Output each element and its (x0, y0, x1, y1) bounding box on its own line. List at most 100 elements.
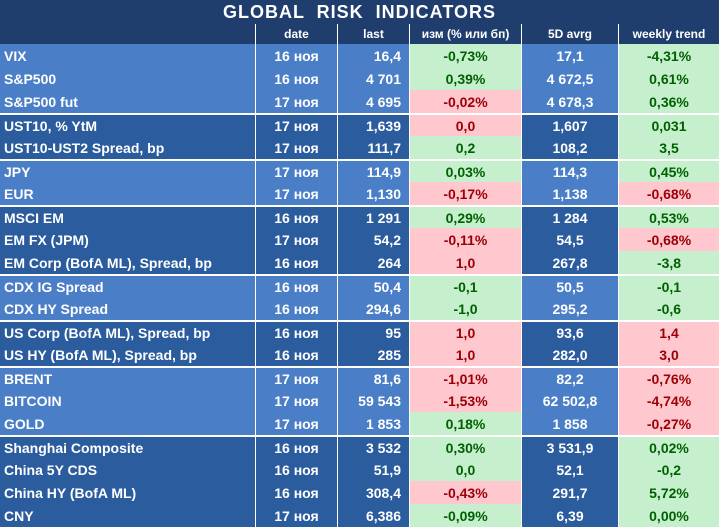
row-date: 16 ноя (256, 458, 338, 481)
row-name: MSCI EM (0, 207, 256, 228)
row-change: -0,43% (410, 481, 522, 504)
row-change: -0,73% (410, 44, 522, 67)
row-last: 111,7 (338, 136, 410, 159)
row-weekly-trend: -0,1 (619, 276, 719, 297)
row-last: 81,6 (338, 368, 410, 389)
row-date: 16 ноя (256, 322, 338, 343)
row-date: 17 ноя (256, 161, 338, 182)
row-weekly-trend: 3,0 (619, 343, 719, 366)
row-5d-avg: 62 502,8 (522, 389, 619, 412)
row-date: 17 ноя (256, 90, 338, 113)
row-change: 0,30% (410, 437, 522, 458)
row-last: 4 695 (338, 90, 410, 113)
header-last: last (338, 24, 410, 44)
row-5d-avg: 282,0 (522, 343, 619, 366)
row-5d-avg: 50,5 (522, 276, 619, 297)
row-date: 17 ноя (256, 412, 338, 435)
row-weekly-trend: 0,00% (619, 504, 719, 527)
row-change: -0,1 (410, 276, 522, 297)
row-last: 114,9 (338, 161, 410, 182)
table-row: S&P500 fut 17 ноя 4 695 -0,02% 4 678,3 0,36% (0, 90, 719, 113)
row-last: 16,4 (338, 44, 410, 67)
row-name: Shanghai Composite (0, 437, 256, 458)
row-change: 0,0 (410, 115, 522, 136)
row-name: S&P500 fut (0, 90, 256, 113)
row-weekly-trend: -0,68% (619, 182, 719, 205)
row-date: 16 ноя (256, 276, 338, 297)
row-weekly-trend: 0,36% (619, 90, 719, 113)
row-last: 1 291 (338, 207, 410, 228)
row-5d-avg: 3 531,9 (522, 437, 619, 458)
row-last: 308,4 (338, 481, 410, 504)
row-5d-avg: 1,607 (522, 115, 619, 136)
row-last: 294,6 (338, 297, 410, 320)
row-name: CDX HY Spread (0, 297, 256, 320)
row-change: 1,0 (410, 343, 522, 366)
table-row: US HY (BofA ML), Spread, bp 16 ноя 285 1,0 2… (0, 343, 719, 366)
row-5d-avg: 1 284 (522, 207, 619, 228)
row-last: 1 853 (338, 412, 410, 435)
row-last: 50,4 (338, 276, 410, 297)
row-last: 3 532 (338, 437, 410, 458)
row-change: -0,11% (410, 228, 522, 251)
header-change: изм (% или бп) (410, 24, 522, 44)
row-weekly-trend: -0,6 (619, 297, 719, 320)
row-date: 16 ноя (256, 343, 338, 366)
row-date: 16 ноя (256, 481, 338, 504)
row-last: 95 (338, 322, 410, 343)
table-row: CDX IG Spread 16 ноя 50,4 -0,1 50,5 -0,1 (0, 274, 719, 297)
table-row: VIX 16 ноя 16,4 -0,73% 17,1 -4,31% (0, 44, 719, 67)
row-5d-avg: 54,5 (522, 228, 619, 251)
row-name: China 5Y CDS (0, 458, 256, 481)
table-row: GOLD 17 ноя 1 853 0,18% 1 858 -0,27% (0, 412, 719, 435)
row-name: UST10, % YtM (0, 115, 256, 136)
row-name: UST10-UST2 Spread, bp (0, 136, 256, 159)
row-5d-avg: 52,1 (522, 458, 619, 481)
row-last: 4 701 (338, 67, 410, 90)
row-date: 16 ноя (256, 437, 338, 458)
row-weekly-trend: 5,72% (619, 481, 719, 504)
table-row: UST10, % YtM 17 ноя 1,639 0,0 1,607 0,031 (0, 113, 719, 136)
row-date: 16 ноя (256, 44, 338, 67)
row-5d-avg: 108,2 (522, 136, 619, 159)
row-change: 0,18% (410, 412, 522, 435)
row-5d-avg: 6,39 (522, 504, 619, 527)
row-5d-avg: 17,1 (522, 44, 619, 67)
row-name: BITCOIN (0, 389, 256, 412)
table-row: EM Corp (BofA ML), Spread, bp 16 ноя 264 1,… (0, 251, 719, 274)
row-name: VIX (0, 44, 256, 67)
row-last: 54,2 (338, 228, 410, 251)
row-change: 0,03% (410, 161, 522, 182)
row-date: 17 ноя (256, 115, 338, 136)
row-date: 17 ноя (256, 228, 338, 251)
row-last: 285 (338, 343, 410, 366)
table-row: S&P500 16 ноя 4 701 0,39% 4 672,5 0,61% (0, 67, 719, 90)
row-change: 1,0 (410, 251, 522, 274)
row-name: US Corp (BofA ML), Spread, bp (0, 322, 256, 343)
row-change: -0,02% (410, 90, 522, 113)
header-weekly-trend: weekly trend (619, 24, 719, 44)
header-5d-avg: 5D avrg (522, 24, 619, 44)
table-row: US Corp (BofA ML), Spread, bp 16 ноя 95 1,0… (0, 320, 719, 343)
row-5d-avg: 267,8 (522, 251, 619, 274)
row-change: -0,09% (410, 504, 522, 527)
row-5d-avg: 82,2 (522, 368, 619, 389)
row-weekly-trend: -4,74% (619, 389, 719, 412)
row-date: 17 ноя (256, 182, 338, 205)
row-name: EM Corp (BofA ML), Spread, bp (0, 251, 256, 274)
row-weekly-trend: 0,53% (619, 207, 719, 228)
row-change: -1,01% (410, 368, 522, 389)
row-5d-avg: 4 672,5 (522, 67, 619, 90)
row-5d-avg: 114,3 (522, 161, 619, 182)
row-name: JPY (0, 161, 256, 182)
table-row: MSCI EM 16 ноя 1 291 0,29% 1 284 0,53% (0, 205, 719, 228)
row-weekly-trend: 0,45% (619, 161, 719, 182)
row-date: 17 ноя (256, 368, 338, 389)
row-weekly-trend: -3,8 (619, 251, 719, 274)
row-name: China HY (BofA ML) (0, 481, 256, 504)
row-name: CNY (0, 504, 256, 527)
table-row: EM FX (JPM) 17 ноя 54,2 -0,11% 54,5 -0,68% (0, 228, 719, 251)
row-last: 59 543 (338, 389, 410, 412)
row-weekly-trend: -4,31% (619, 44, 719, 67)
row-name: EUR (0, 182, 256, 205)
